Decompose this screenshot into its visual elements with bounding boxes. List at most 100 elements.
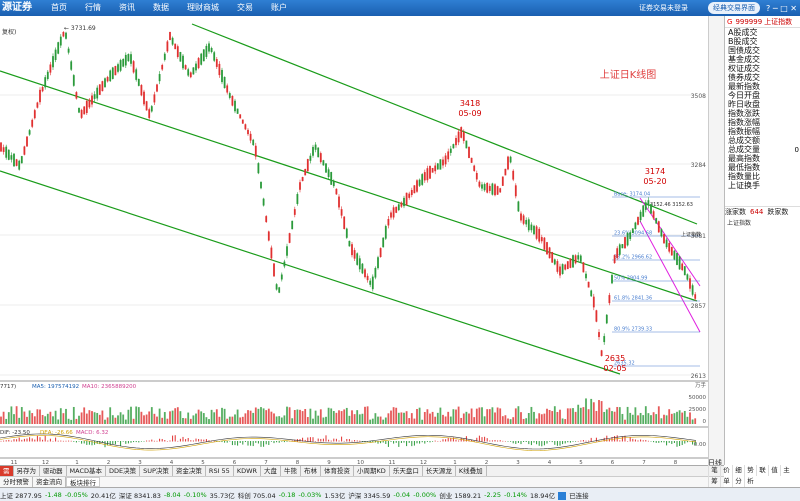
macd-bar — [437, 440, 439, 442]
advance-count: 涨家数 644 跌家数 — [725, 206, 800, 217]
candle-body — [325, 163, 327, 173]
volume-bar — [244, 413, 247, 424]
candle-body — [314, 144, 317, 150]
volume-bar — [665, 415, 668, 424]
macd-bar — [273, 441, 275, 444]
right-cell[interactable]: 析 — [744, 476, 756, 487]
nav-item-3[interactable]: 数据 — [153, 3, 169, 12]
sub-tab[interactable]: 分时预警 — [0, 477, 33, 487]
macd-bar — [291, 440, 293, 442]
window-controls[interactable]: ? ─ □ ✕ — [766, 3, 797, 13]
indicator-tab[interactable]: 资金决策 — [173, 466, 206, 476]
macd-bar — [439, 440, 441, 442]
indicator-tab[interactable]: 大盘 — [261, 466, 282, 476]
indicator-tab[interactable]: 牛熊 — [281, 466, 302, 476]
volume-bar — [176, 407, 179, 424]
right-cell[interactable]: 联 — [756, 465, 768, 476]
right-cell[interactable]: 筹 — [708, 476, 720, 487]
macd-bar — [455, 439, 457, 442]
day-label[interactable]: 日线 — [708, 459, 722, 467]
volume-bar — [499, 408, 502, 424]
magenta-line — [639, 197, 701, 287]
right-cell[interactable]: 值 — [768, 465, 780, 476]
volume-bar — [564, 419, 567, 424]
date-tick: 6 — [611, 460, 615, 465]
indicator-tab[interactable]: SUP决策 — [140, 466, 173, 476]
candle-body — [93, 94, 96, 99]
volume-bar — [130, 406, 132, 424]
volume-bar — [494, 412, 496, 424]
volume-bar — [514, 408, 517, 424]
login-status[interactable]: 证券交易未登录 — [639, 4, 689, 12]
candle-body — [611, 274, 613, 284]
nav-item-5[interactable]: 交易 — [237, 3, 253, 12]
volume-bar — [481, 407, 483, 424]
indicator-tab[interactable]: 布林 — [301, 466, 322, 476]
nav-item-6[interactable]: 账户 — [271, 3, 287, 12]
candle-body — [135, 69, 138, 80]
macd-bar — [411, 441, 413, 447]
macd-bar — [520, 441, 522, 445]
kline-chart[interactable]: 3508 3284 3081 2857 2613 Base: 3174.04 23.6% 3… — [0, 16, 708, 466]
right-cell[interactable]: 势 — [744, 465, 756, 476]
right-cell[interactable]: 主 — [780, 465, 792, 476]
nav-item-0[interactable]: 首页 — [51, 3, 67, 12]
macd-bar — [624, 435, 626, 442]
indicator-tab[interactable]: 长天源龙 — [423, 466, 456, 476]
indicator-tab[interactable]: 需 — [0, 466, 14, 476]
indicator-tab[interactable]: DDE决策 — [106, 466, 141, 476]
volume-bar — [465, 411, 468, 424]
indicator-tab[interactable]: RSI 55 — [206, 466, 234, 476]
candle-body — [59, 36, 62, 46]
right-cell[interactable]: 价 — [720, 465, 732, 476]
indicator-tab[interactable]: 另存为 — [14, 466, 40, 476]
volume-bar — [262, 408, 265, 424]
volume-bar — [504, 415, 507, 424]
candle-body — [23, 146, 26, 155]
right-cell[interactable]: 单 — [720, 476, 732, 487]
macd-bar — [270, 441, 272, 442]
macd-bar — [653, 441, 655, 443]
candle-body — [15, 159, 18, 166]
advance-value: 644 — [750, 208, 764, 216]
macd-bar — [114, 441, 116, 445]
sub-tab[interactable]: 板块排行 — [66, 477, 100, 487]
classic-trade-button[interactable]: 经典交易界面 — [708, 2, 761, 14]
candle-body — [273, 263, 275, 277]
nav-item-1[interactable]: 行情 — [85, 3, 101, 12]
volume-bar — [15, 406, 18, 424]
macd-bar — [426, 441, 428, 442]
indicator-tab[interactable]: K线叠加 — [456, 466, 487, 476]
macd-bar — [632, 438, 634, 442]
indicator-tab[interactable]: 驱动器 — [40, 466, 67, 476]
right-cell[interactable]: 笔 — [708, 465, 720, 476]
volume-bar — [96, 412, 99, 424]
volume-bar — [161, 417, 164, 424]
macd-bar — [237, 441, 239, 446]
right-cell[interactable]: 细 — [732, 465, 744, 476]
volume-bar — [239, 417, 242, 424]
candle-body — [293, 209, 296, 215]
macd-bar — [231, 441, 233, 446]
indicator-tab[interactable]: MACD基本 — [67, 466, 106, 476]
volume-bar — [260, 407, 262, 424]
macd-bar — [101, 441, 103, 443]
candle-body — [169, 31, 171, 41]
candle-body — [345, 228, 348, 238]
nav-item-2[interactable]: 资讯 — [119, 3, 135, 12]
indicator-tab[interactable]: 小周期KD — [354, 466, 390, 476]
status-item: -2.25 — [484, 490, 501, 499]
indicator-tab[interactable]: 体育投资 — [321, 466, 355, 476]
candle-body — [106, 77, 109, 82]
candle-body — [637, 217, 639, 225]
indicator-tab[interactable]: 乐天盘口 — [390, 466, 423, 476]
sub-tab[interactable]: 资金流向 — [33, 477, 66, 487]
nav-item-4[interactable]: 理财商城 — [187, 3, 219, 12]
volume-bar — [572, 408, 574, 424]
right-cell[interactable]: 分 — [732, 476, 744, 487]
side-item: 权证成交 — [728, 64, 760, 73]
macd-bar — [309, 437, 311, 442]
status-item: 1.53亿 — [324, 491, 346, 500]
indicator-tab[interactable]: KDWR — [234, 466, 262, 476]
